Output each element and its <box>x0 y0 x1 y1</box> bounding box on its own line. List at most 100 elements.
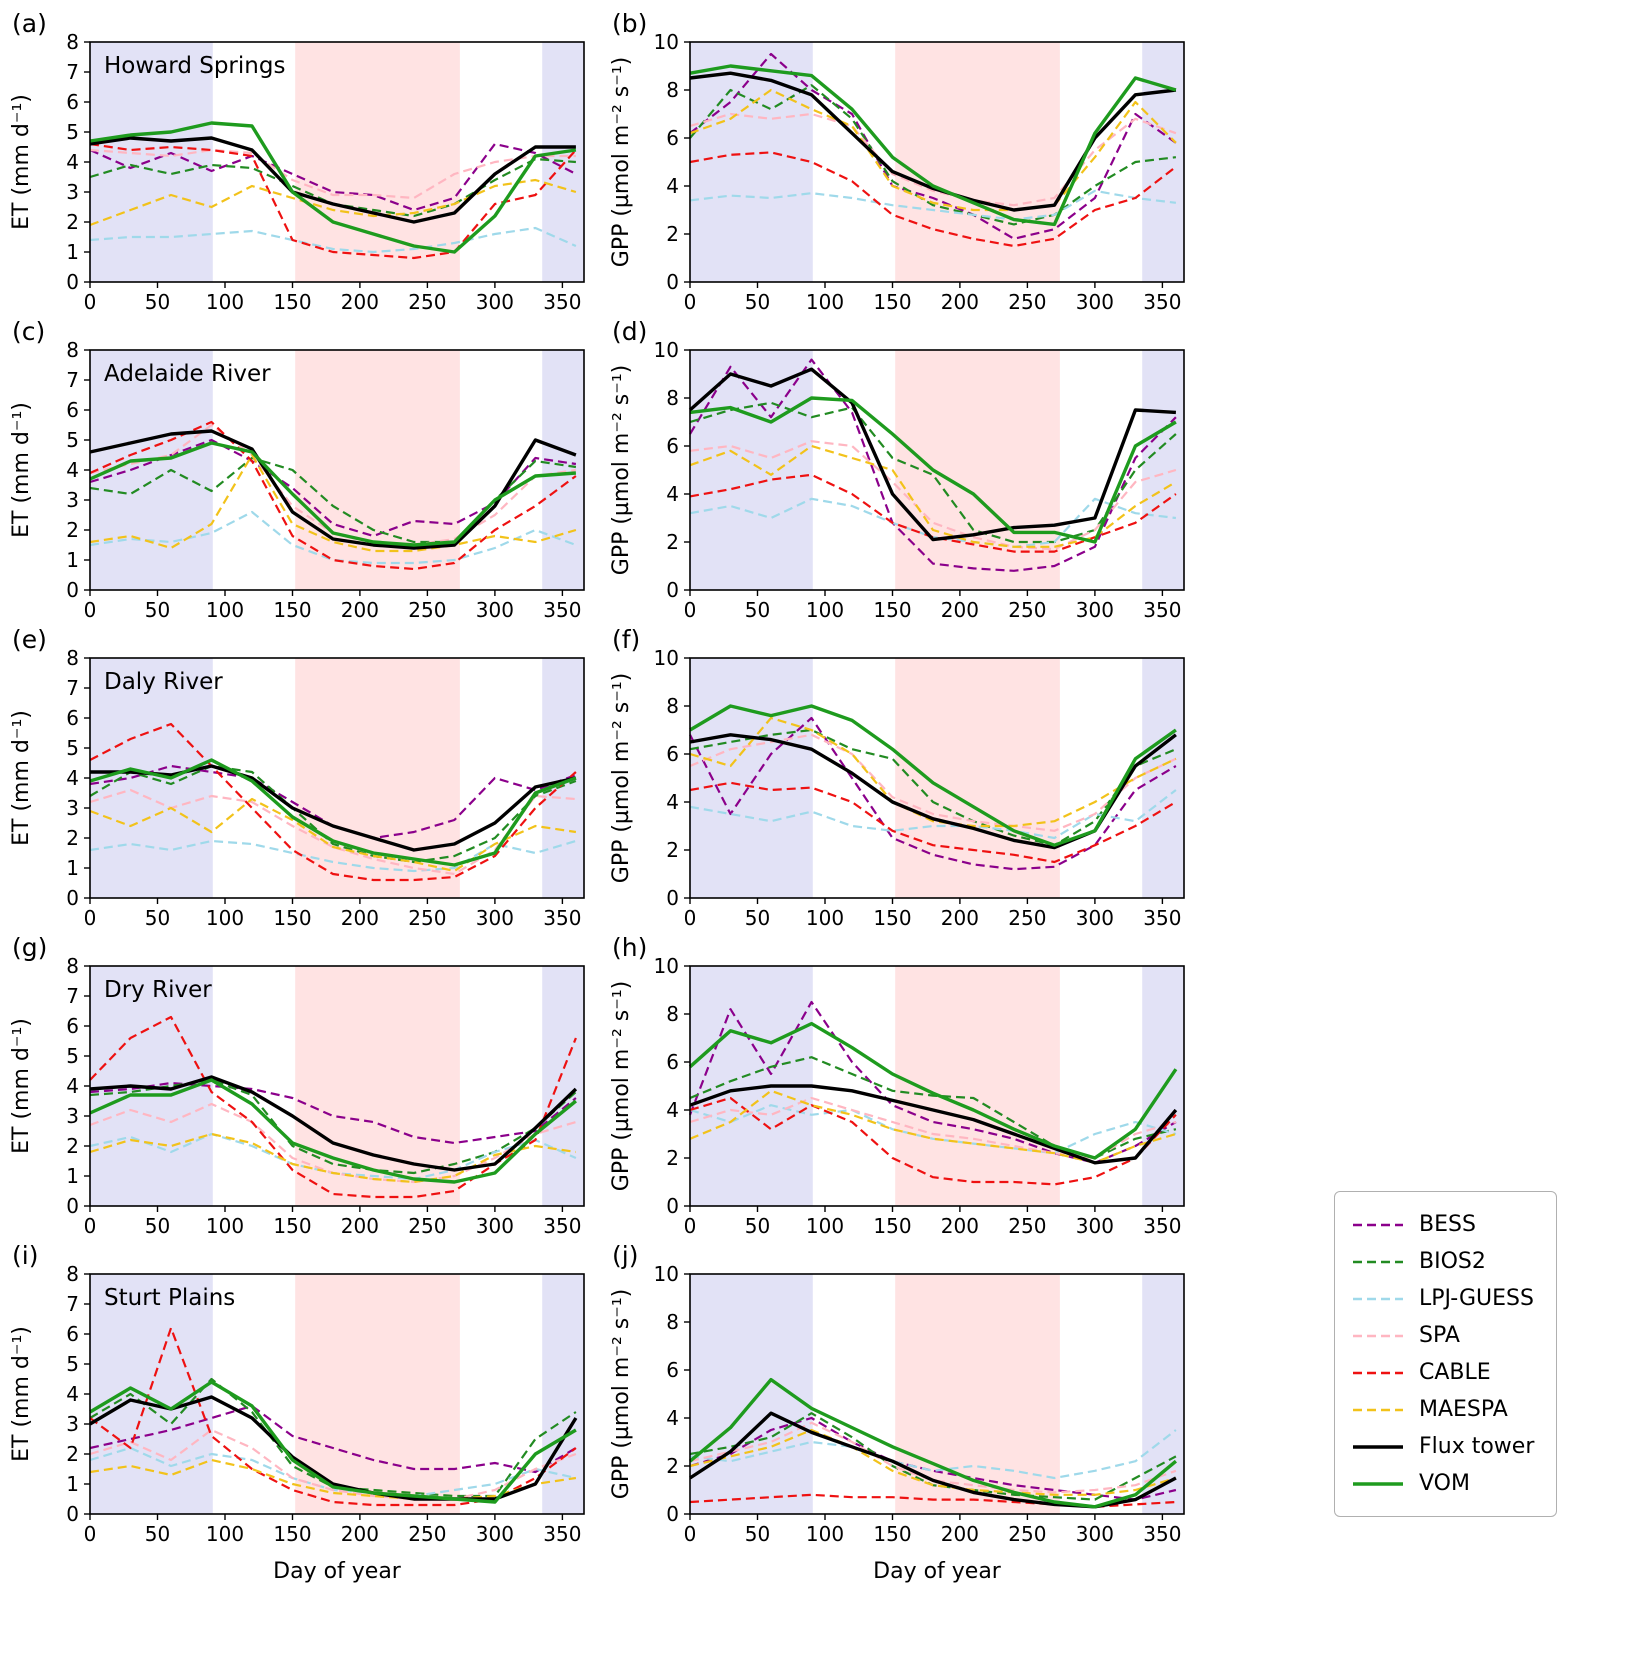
series-vom <box>688 1377 1177 1509</box>
x-tick-label: 150 <box>273 290 311 314</box>
x-tick-label: 250 <box>408 1522 446 1546</box>
y-tick-label: 2 <box>666 1146 679 1170</box>
series-flux-tower <box>89 429 577 550</box>
series-vom <box>89 121 577 254</box>
x-tick-label: 250 <box>408 906 446 930</box>
y-tick-label: 6 <box>666 1050 679 1074</box>
y-tick-label: 0 <box>666 886 679 910</box>
x-tick-label: 300 <box>476 1214 514 1238</box>
y-tick-label: 2 <box>666 222 679 246</box>
legend-label: MAESPA <box>1419 1397 1508 1422</box>
y-tick-label: 2 <box>666 530 679 554</box>
series-lpj-guess <box>689 1429 1177 1480</box>
x-tick-label: 0 <box>684 290 697 314</box>
series-vom <box>89 1078 577 1184</box>
y-tick-label: 3 <box>66 180 79 204</box>
series-bess <box>688 1000 1177 1164</box>
series-flux-tower <box>689 71 1177 212</box>
y-tick-label: 2 <box>66 1134 79 1158</box>
y-tick-label: 4 <box>66 458 79 482</box>
legend-line-icon <box>1353 1297 1403 1300</box>
legend-label: CABLE <box>1419 1360 1491 1385</box>
x-tick-label: 200 <box>941 290 979 314</box>
x-axis-label: Day of year <box>273 1559 402 1584</box>
legend-line-icon <box>1353 1481 1403 1486</box>
panel-svg-b: 0 50 100 150 200 250 300 350 0 2 4 6 8 10 (b) GPP (µmol… <box>609 9 1185 314</box>
x-tick-label: 200 <box>341 906 379 930</box>
y-tick-label: 3 <box>66 796 79 820</box>
series-cable <box>689 781 1177 864</box>
legend-item-cable: CABLE <box>1351 1354 1534 1391</box>
y-tick-label: 5 <box>66 428 79 452</box>
x-tick-label: 250 <box>1008 1214 1046 1238</box>
x-tick-label: 150 <box>873 1522 911 1546</box>
series-vom <box>689 396 1177 544</box>
series-bess <box>89 142 577 212</box>
x-tick-label: 0 <box>84 290 97 314</box>
x-axis-label: Day of year <box>873 1559 1002 1584</box>
x-tick-label: 0 <box>84 1214 97 1238</box>
x-tick-label: 0 <box>684 906 697 930</box>
y-tick-label: 6 <box>666 1358 679 1382</box>
x-tick-label: 250 <box>1008 906 1046 930</box>
x-tick-label: 150 <box>873 598 911 622</box>
season-band <box>295 1274 460 1514</box>
y-tick-label: 8 <box>66 646 79 670</box>
legend-item-bess: BESS <box>1351 1206 1534 1243</box>
legend-item-lpj-guess: LPJ-GUESS <box>1351 1280 1534 1317</box>
x-tick-label: 300 <box>476 290 514 314</box>
y-tick-label: 7 <box>66 1292 79 1316</box>
legend: BESS BIOS2 LPJ-GUESS SPA CABLE MAESPA Flux tow… <box>1334 1191 1558 1517</box>
legend-line-icon <box>1353 1371 1403 1374</box>
y-tick-label: 4 <box>666 1406 679 1430</box>
series-spa <box>689 112 1177 207</box>
season-band <box>1142 42 1184 282</box>
season-band <box>542 658 584 898</box>
x-tick-label: 350 <box>543 906 581 930</box>
y-tick-label: 0 <box>666 1194 679 1218</box>
series-maespa <box>89 178 577 227</box>
x-tick-label: 200 <box>941 906 979 930</box>
panel-letter: (e) <box>12 625 47 654</box>
y-tick-label: 5 <box>66 1352 79 1376</box>
figure-page: 0 50 100 150 200 250 300 350 0 1 2 3 4 5 6 7 8 (a) ET (mm … <box>9 9 1558 1584</box>
legend-label: BIOS2 <box>1419 1249 1486 1274</box>
y-tick-label: 2 <box>66 518 79 542</box>
y-tick-label: 1 <box>66 1164 79 1188</box>
x-tick-label: 200 <box>941 598 979 622</box>
y-tick-label: 2 <box>666 1454 679 1478</box>
series-maespa <box>689 1428 1177 1496</box>
series-spa <box>89 148 576 200</box>
y-axis-label: GPP (µmol m⁻² s⁻¹) <box>609 673 634 883</box>
y-tick-label: 8 <box>66 30 79 54</box>
y-axis-label: ET (mm d⁻¹) <box>9 1018 34 1154</box>
series-cable <box>89 420 577 571</box>
axes-frame <box>689 1273 1185 1515</box>
x-tick-label: 350 <box>543 1522 581 1546</box>
x-tick-label: 350 <box>543 598 581 622</box>
y-axis-label: GPP (µmol m⁻² s⁻¹) <box>609 981 634 1191</box>
panel-letter: (d) <box>612 317 647 346</box>
x-tick-label: 200 <box>341 1214 379 1238</box>
panel-svg-j: 0 50 100 150 200 250 300 350 0 2 4 6 8 10 (j) GPP (µmol… <box>609 1241 1185 1584</box>
x-tick-label: 0 <box>84 1522 97 1546</box>
y-tick-label: 6 <box>66 1014 79 1038</box>
legend-line-icon <box>1353 1334 1403 1337</box>
series-spa <box>689 733 1177 832</box>
y-tick-label: 10 <box>654 1262 679 1286</box>
panel-svg-f: 0 50 100 150 200 250 300 350 0 2 4 6 8 10 (f) GPP (µmol… <box>609 625 1185 930</box>
series-bess <box>689 358 1177 572</box>
x-tick-label: 100 <box>806 1522 844 1546</box>
series-maespa <box>89 1132 577 1184</box>
legend-label: SPA <box>1419 1323 1460 1348</box>
y-tick-label: 6 <box>666 434 679 458</box>
x-tick-label: 50 <box>145 1214 170 1238</box>
y-axis-label: ET (mm d⁻¹) <box>9 1326 34 1462</box>
series-vom <box>689 704 1177 847</box>
y-tick-label: 0 <box>666 1502 679 1526</box>
series-maespa <box>689 444 1177 548</box>
y-tick-label: 6 <box>66 1322 79 1346</box>
y-tick-label: 0 <box>666 578 679 602</box>
x-tick-label: 50 <box>145 1522 170 1546</box>
y-tick-label: 3 <box>66 488 79 512</box>
